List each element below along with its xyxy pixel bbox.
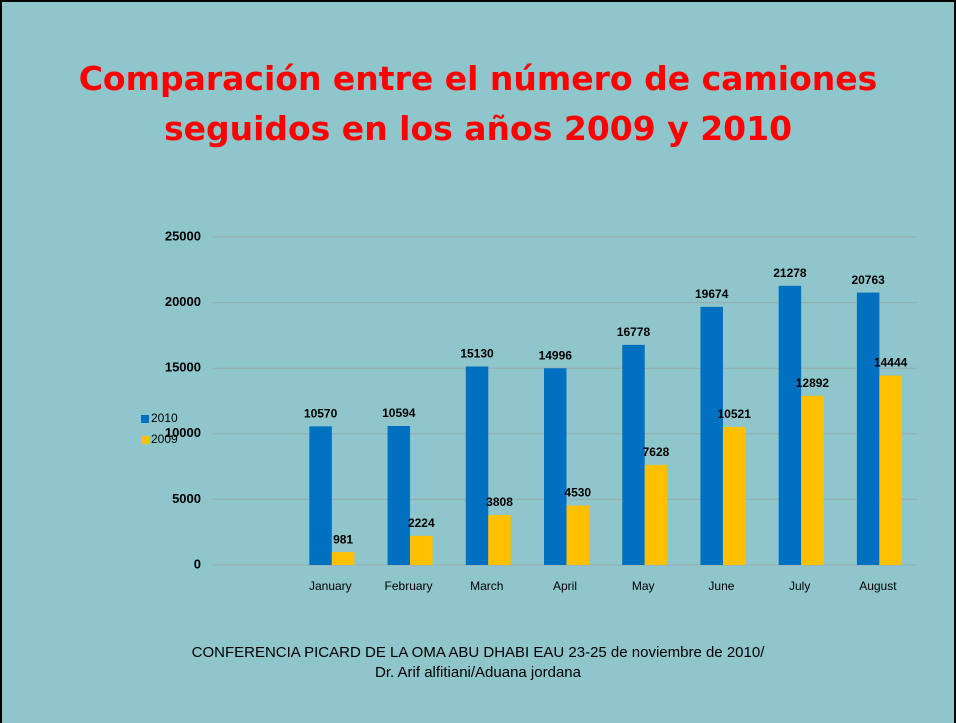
- legend-label: 2010: [151, 411, 178, 425]
- bar: [856, 292, 880, 565]
- data-label: 4530: [564, 486, 591, 500]
- data-label: 16778: [617, 325, 651, 339]
- bar: [309, 426, 332, 565]
- bar: [488, 515, 511, 565]
- x-tick-label: May: [632, 579, 655, 593]
- data-label: 7628: [643, 445, 670, 459]
- x-tick-label: July: [789, 579, 810, 593]
- data-label: 19674: [695, 287, 729, 301]
- y-tick-label: 10000: [165, 425, 201, 440]
- data-label: 21278: [773, 266, 807, 280]
- data-label: 3808: [486, 495, 513, 509]
- chart-title: Comparación entre el número de camiones …: [78, 59, 878, 148]
- y-tick-label: 15000: [165, 360, 201, 375]
- legend-swatch: [141, 436, 149, 444]
- bar: [879, 375, 902, 565]
- bar: [644, 464, 668, 565]
- bar: [778, 285, 802, 565]
- data-label: 20763: [851, 273, 885, 287]
- bar: [410, 535, 433, 565]
- data-label: 10594: [382, 406, 416, 420]
- data-label: 14444: [874, 356, 908, 370]
- bar: [465, 366, 489, 565]
- footer: CONFERENCIA PICARD DE LA OMA ABU DHABI E…: [0, 643, 956, 683]
- footer-line: Dr. Arif alfitiani/Aduana jordana: [375, 664, 581, 681]
- legend-label: 2009: [151, 432, 178, 446]
- data-label: 15130: [460, 347, 494, 361]
- data-label: 10521: [718, 407, 752, 421]
- y-tick-label: 25000: [165, 228, 201, 243]
- bar: [566, 505, 589, 565]
- x-tick-label: March: [470, 579, 503, 593]
- data-label: 981: [333, 532, 353, 546]
- x-tick-label: January: [309, 579, 352, 593]
- data-label: 12892: [796, 376, 830, 390]
- footer-line: CONFERENCIA PICARD DE LA OMA ABU DHABI E…: [191, 644, 765, 661]
- data-label: 10570: [304, 406, 338, 420]
- bar: [700, 306, 723, 565]
- data-label: 2224: [408, 516, 435, 530]
- bar: [387, 426, 411, 565]
- bar: [622, 344, 645, 565]
- bar: [544, 368, 567, 565]
- bar: [331, 552, 355, 565]
- x-tick-label: June: [708, 579, 734, 593]
- data-label: 14996: [539, 348, 573, 362]
- y-tick-label: 20000: [165, 294, 201, 309]
- legend-swatch: [141, 415, 149, 423]
- bar: [722, 426, 746, 565]
- y-tick-label: 0: [194, 556, 201, 571]
- y-tick-label: 5000: [172, 491, 201, 506]
- x-tick-label: April: [553, 579, 577, 593]
- bar: [801, 395, 824, 565]
- x-tick-label: August: [859, 579, 897, 593]
- x-tick-label: February: [385, 579, 433, 593]
